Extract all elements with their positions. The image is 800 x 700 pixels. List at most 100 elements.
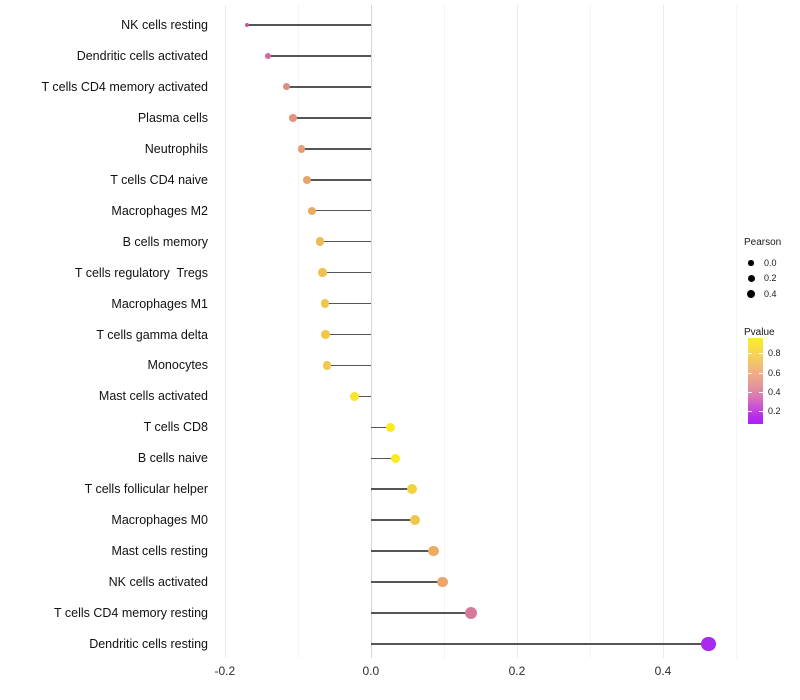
- x-axis-tick-label: 0.4: [654, 664, 672, 678]
- lollipop-stem: [319, 240, 371, 243]
- lollipop-stem: [324, 302, 371, 305]
- lollipop-dot: [283, 83, 291, 91]
- colorbar-tick-left: [748, 372, 752, 374]
- y-axis-label: B cells memory: [122, 234, 208, 249]
- pearson-legend-item: 0.2: [744, 271, 781, 287]
- colorbar-tick-label: 0.2: [768, 406, 781, 417]
- lollipop-dot: [321, 330, 330, 339]
- lollipop-dot: [307, 206, 316, 215]
- y-axis-label: Dendritic cells resting: [89, 637, 208, 651]
- lollipop-stem: [370, 581, 443, 583]
- lollipop-dot: [410, 515, 421, 526]
- pearson-legend-items: 0.0 0.2 0.4: [744, 255, 781, 302]
- lollipop-stem: [311, 209, 371, 212]
- lollipop-stem: [370, 457, 396, 460]
- lollipop-dot: [318, 268, 327, 277]
- lollipop-dot: [320, 299, 330, 308]
- lollipop-stem: [370, 519, 416, 521]
- major-gridline: [516, 5, 518, 658]
- lollipop-stem: [246, 24, 371, 26]
- colorbar-tick-label: 0.8: [768, 348, 781, 359]
- lollipop-stem: [286, 86, 371, 88]
- y-axis-label: Dendritic cells activated: [76, 48, 208, 63]
- y-axis-label: Macrophages M0: [111, 513, 208, 528]
- lollipop-stem: [322, 271, 371, 274]
- minor-gridline: [443, 5, 445, 658]
- zero-axis-line: [370, 5, 372, 658]
- lollipop-dot: [464, 607, 477, 620]
- pearson-legend-value: 0.4: [764, 288, 777, 299]
- pearson-legend-dot-icon: [746, 289, 756, 298]
- lollipop-dot: [428, 545, 439, 557]
- y-axis-label: Monocytes: [147, 358, 208, 373]
- x-axis-tick-label: 0.0: [362, 664, 380, 678]
- pearson-size-legend: Pearson 0.0 0.2 0.4: [744, 237, 781, 302]
- lollipop-stem: [292, 117, 371, 119]
- lollipop-dot: [349, 391, 359, 401]
- y-axis-label: B cells naive: [137, 451, 208, 466]
- y-axis-label: T cells CD4 memory resting: [54, 606, 208, 621]
- lollipop-dot: [386, 422, 396, 432]
- pearson-legend-dot-icon: [748, 260, 754, 266]
- colorbar-tick-left: [748, 392, 752, 393]
- minor-gridline: [589, 5, 591, 658]
- y-axis-label: Macrophages M2: [111, 203, 208, 218]
- lollipop-dot: [244, 22, 249, 28]
- lollipop-dot: [437, 576, 448, 588]
- y-axis-label: Mast cells resting: [111, 544, 208, 559]
- pearson-legend-value: 0.2: [764, 273, 777, 284]
- colorbar-tick-label: 0.4: [768, 387, 781, 397]
- pearson-legend-dot-icon: [747, 274, 755, 282]
- pearson-legend-key: [744, 260, 758, 266]
- lollipop-dot: [701, 636, 716, 652]
- lollipop-stem: [267, 55, 371, 57]
- lollipop-stem: [306, 178, 371, 181]
- pearson-legend-item: 0.4: [744, 286, 781, 302]
- pvalue-color-legend: Pvalue 0.8 0.6 0.4 0.2: [744, 327, 800, 437]
- lollipop-dot: [289, 114, 297, 122]
- pvalue-legend-title: Pvalue: [744, 327, 775, 338]
- pearson-legend-item: 0.0: [744, 255, 781, 271]
- colorbar-tick-right: [759, 372, 763, 374]
- lollipop-dot: [391, 453, 401, 463]
- colorbar-tick-left: [748, 353, 752, 355]
- minor-gridline: [736, 5, 738, 658]
- lollipop-stem: [370, 426, 391, 429]
- pearson-legend-title: Pearson: [744, 237, 782, 248]
- lollipop-stem: [370, 550, 434, 552]
- lollipop-dot: [322, 361, 332, 370]
- lollipop-dot: [315, 237, 325, 246]
- x-axis-tick-label: -0.2: [214, 664, 236, 678]
- major-gridline: [224, 5, 226, 658]
- lollipop-dot: [297, 145, 306, 153]
- colorbar-tick-label: 0.6: [768, 367, 781, 378]
- lollipop-stem: [327, 364, 371, 367]
- y-axis-label: T cells regulatory Tregs: [74, 265, 208, 280]
- lollipop-dot: [264, 52, 272, 60]
- y-axis-label: T cells follicular helper: [84, 482, 208, 497]
- pvalue-colorbar: [748, 338, 763, 424]
- colorbar-tick-left: [748, 411, 752, 413]
- colorbar-tick-right: [759, 392, 763, 393]
- lollipop-stem: [370, 643, 709, 645]
- y-axis-label: T cells CD8: [143, 420, 208, 435]
- y-axis-label: NK cells activated: [108, 575, 208, 590]
- pearson-legend-key: [744, 274, 758, 282]
- x-axis-tick-label: 0.2: [508, 664, 526, 678]
- major-gridline: [663, 5, 664, 658]
- y-axis-label: Macrophages M1: [111, 296, 208, 311]
- y-axis-label: T cells gamma delta: [96, 327, 208, 342]
- lollipop-stem: [370, 612, 471, 614]
- lollipop-dot: [406, 484, 417, 495]
- lollipop-stem: [301, 148, 371, 150]
- y-axis-label: T cells CD4 memory activated: [41, 79, 209, 94]
- y-axis-label: Mast cells activated: [98, 389, 208, 404]
- y-axis-label: T cells CD4 naive: [110, 172, 208, 187]
- lollipop-stem: [325, 333, 371, 336]
- lollipop-stem: [354, 395, 371, 398]
- y-axis-label: Neutrophils: [144, 141, 208, 156]
